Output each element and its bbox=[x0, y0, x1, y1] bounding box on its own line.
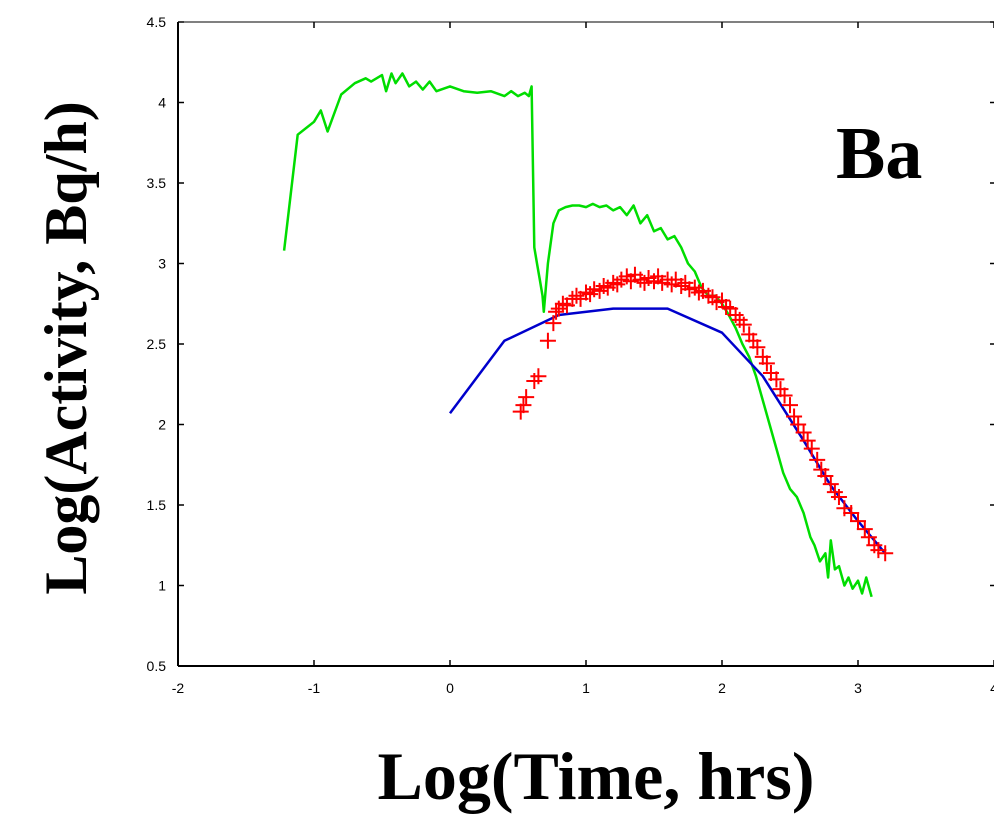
x-tick-label: -1 bbox=[308, 680, 321, 696]
data-point-plus bbox=[548, 303, 565, 320]
data-point-plus bbox=[860, 529, 877, 546]
data-point-plus bbox=[830, 488, 847, 505]
data-point-plus bbox=[768, 371, 785, 388]
data-point-plus bbox=[843, 505, 860, 522]
data-point-plus bbox=[776, 387, 793, 404]
data-point-plus bbox=[650, 268, 667, 285]
y-tick-label: 4 bbox=[158, 95, 166, 111]
y-tick-label: 3.5 bbox=[147, 175, 167, 191]
y-tick-label: 4.5 bbox=[147, 14, 167, 30]
data-point-plus bbox=[718, 298, 735, 315]
data-point-plus bbox=[700, 287, 717, 304]
data-point-plus bbox=[870, 542, 887, 559]
x-tick-label: -2 bbox=[172, 680, 185, 696]
y-axis-title: Log(Activity, Bq/h) bbox=[33, 101, 99, 594]
data-point-plus bbox=[745, 332, 762, 349]
data-point-plus bbox=[741, 326, 758, 343]
data-point-plus bbox=[786, 408, 803, 425]
y-tick-label: 2 bbox=[158, 417, 166, 433]
x-tick-label: 0 bbox=[446, 680, 454, 696]
x-tick-label: 1 bbox=[582, 680, 590, 696]
data-point-plus bbox=[578, 284, 594, 301]
data-point-plus bbox=[749, 339, 766, 356]
series-0 bbox=[282, 72, 873, 598]
data-point-plus bbox=[539, 332, 556, 349]
data-point-plus bbox=[850, 513, 866, 530]
data-point-plus bbox=[822, 476, 839, 493]
data-point-plus bbox=[515, 397, 532, 414]
data-point-plus bbox=[673, 278, 690, 295]
x-axis-title: Log(Time, hrs) bbox=[378, 738, 815, 814]
data-point-plus bbox=[856, 521, 873, 538]
data-point-plus bbox=[622, 273, 639, 290]
y-tick-label: 2.5 bbox=[147, 336, 167, 352]
element-annotation: Ba bbox=[836, 113, 922, 195]
data-point-plus bbox=[782, 397, 798, 414]
x-tick-label: 3 bbox=[854, 680, 862, 696]
axis-ticks: -2 -1 0 1 2 3 4 0.5 1 1.5 2 2.5 3 3.5 4 4.5 bbox=[147, 14, 994, 696]
data-point-plus bbox=[595, 278, 612, 295]
data-point-plus bbox=[817, 468, 834, 485]
data-point-plus bbox=[809, 451, 826, 468]
data-point-plus bbox=[813, 461, 830, 478]
series-line-1 bbox=[449, 307, 887, 555]
data-point-plus bbox=[803, 440, 820, 457]
x-tick-label: 2 bbox=[718, 680, 726, 696]
data-point-plus bbox=[545, 315, 562, 332]
data-point-plus bbox=[772, 381, 789, 398]
data-point-plus bbox=[677, 274, 694, 291]
y-tick-label: 0.5 bbox=[147, 658, 167, 674]
y-tick-label: 1 bbox=[158, 578, 166, 594]
data-point-plus bbox=[568, 287, 585, 304]
data-point-plus bbox=[758, 355, 775, 372]
data-point-plus bbox=[754, 348, 771, 365]
data-point-plus bbox=[530, 368, 547, 385]
data-point-plus bbox=[554, 295, 571, 312]
data-point-plus bbox=[877, 545, 894, 562]
data-point-plus bbox=[795, 424, 812, 441]
data-point-plus bbox=[605, 274, 622, 291]
data-point-plus bbox=[714, 292, 730, 309]
data-point-plus bbox=[690, 284, 707, 301]
data-point-plus bbox=[518, 389, 535, 406]
data-point-plus bbox=[735, 316, 752, 333]
series-layer bbox=[282, 72, 894, 598]
data-point-plus bbox=[632, 271, 649, 288]
data-point-plus bbox=[799, 432, 816, 449]
series-1 bbox=[449, 307, 887, 555]
y-tick-label: 3 bbox=[158, 256, 166, 272]
series-2 bbox=[512, 266, 894, 562]
y-tick-label: 1.5 bbox=[147, 497, 167, 513]
data-point-plus bbox=[790, 416, 807, 433]
data-point-plus bbox=[512, 403, 529, 420]
series-line-0 bbox=[282, 72, 873, 598]
x-tick-label: 4 bbox=[990, 680, 994, 696]
